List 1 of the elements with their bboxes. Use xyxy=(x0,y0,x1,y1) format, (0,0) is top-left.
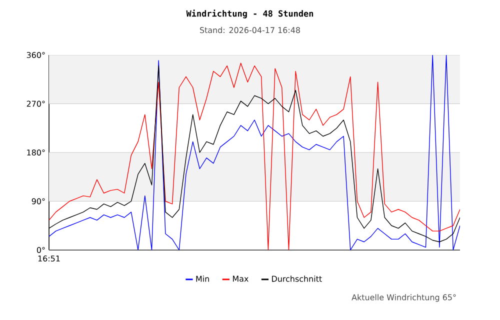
chart-title: Windrichtung - 48 Stunden xyxy=(186,10,314,18)
